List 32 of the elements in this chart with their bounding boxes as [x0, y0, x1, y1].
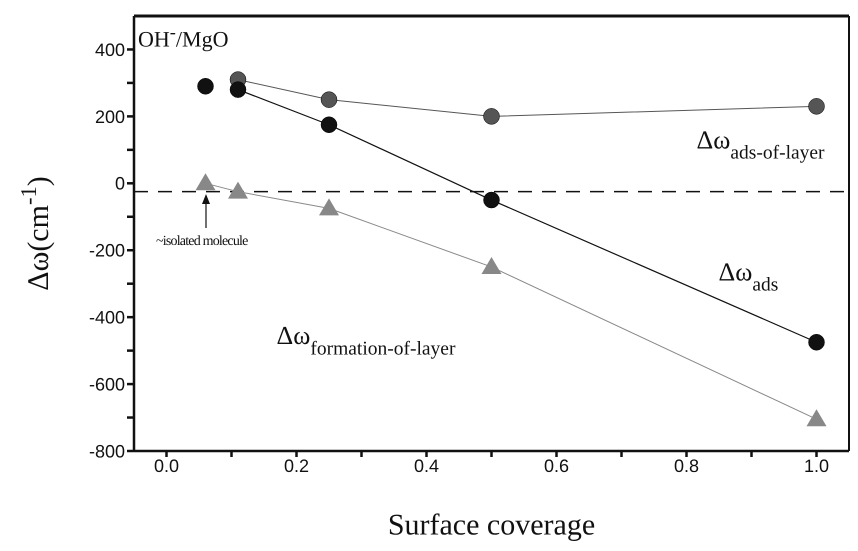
- x-tick-label: 0.0: [154, 456, 180, 476]
- y-tick-label: -400: [88, 308, 125, 328]
- x-tick-label: 0.8: [674, 456, 700, 476]
- text: Δω$_{formation-of-layer}$: [276, 321, 456, 360]
- y-tick-label: 200: [94, 106, 125, 127]
- point: [808, 98, 825, 115]
- point: [197, 78, 214, 95]
- series-label: Δω$_{ads}$: [718, 257, 778, 296]
- x-tick-label: 1.0: [804, 456, 830, 476]
- point: [806, 409, 826, 426]
- series-label: Δω$_{ads-of-layer}$: [696, 125, 826, 164]
- x-tick-label: 0.6: [544, 456, 570, 476]
- point: [483, 192, 500, 208]
- y-tick-label: 400: [94, 40, 125, 60]
- x-axis-title: Surface coverage: [388, 508, 596, 542]
- point: [319, 198, 339, 216]
- annotation: OH$^{-}$/MgO: [138, 22, 228, 52]
- annotation: ~isolated molecule: [156, 234, 248, 250]
- y-tick-label: -800: [88, 441, 125, 462]
- y-tick-label: -600: [88, 374, 125, 394]
- y-tick-label: -200: [88, 240, 125, 261]
- y-tick-label: 0: [114, 174, 125, 194]
- point: [228, 182, 248, 199]
- x-tick-label: 0.4: [414, 456, 440, 476]
- point: [320, 91, 338, 108]
- point: [196, 173, 216, 190]
- point: [483, 108, 500, 125]
- x-tick-label: 0.2: [284, 456, 310, 476]
- point: [482, 256, 502, 274]
- point: [230, 81, 246, 98]
- point: [808, 334, 825, 350]
- point: [320, 116, 338, 133]
